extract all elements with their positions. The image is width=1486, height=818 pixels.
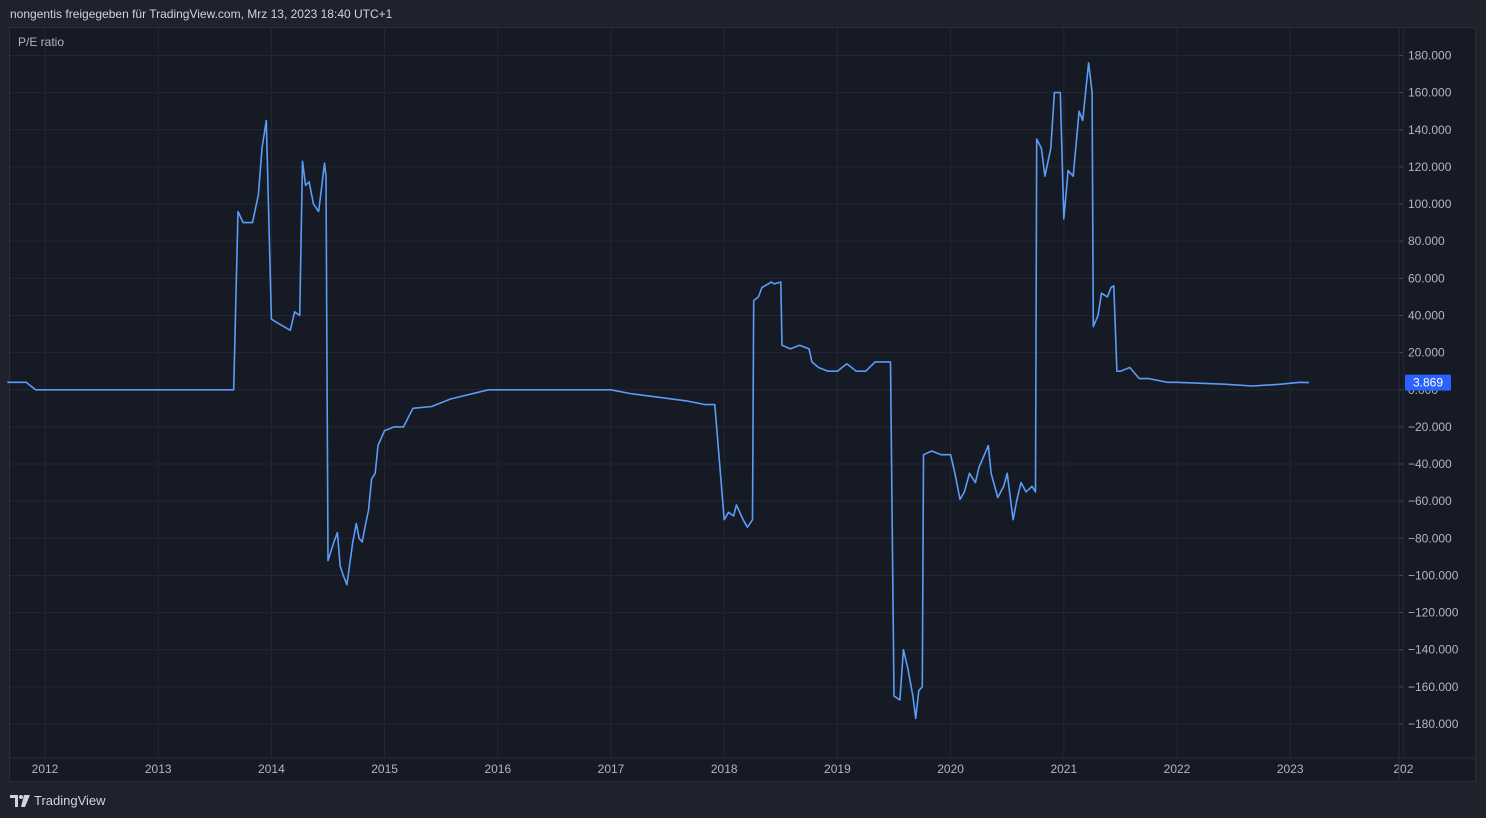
y-tick-label: 40.000 — [1408, 308, 1445, 322]
last-value-label: 3.869 — [1413, 376, 1443, 390]
chart-header: nongentis freigegeben für TradingView.co… — [10, 7, 393, 21]
y-tick-label: 20.000 — [1408, 346, 1445, 360]
x-tick-label: 2023 — [1277, 762, 1304, 776]
y-tick-label: −140.000 — [1408, 643, 1459, 657]
x-tick-label: 2012 — [32, 762, 59, 776]
y-tick-label: 60.000 — [1408, 271, 1445, 285]
x-tick-label: 2019 — [824, 762, 851, 776]
y-tick-label: −40.000 — [1408, 457, 1452, 471]
indicator-title: P/E ratio — [18, 35, 65, 49]
y-tick-label: −80.000 — [1408, 531, 1452, 545]
y-tick-label: −160.000 — [1408, 680, 1459, 694]
y-tick-label: −60.000 — [1408, 494, 1452, 508]
y-tick-label: −120.000 — [1408, 606, 1459, 620]
y-tick-label: 120.000 — [1408, 160, 1452, 174]
y-tick-label: 100.000 — [1408, 197, 1452, 211]
tradingview-logo-icon — [10, 794, 30, 807]
y-tick-label: 80.000 — [1408, 234, 1445, 248]
y-tick-label: −180.000 — [1408, 717, 1459, 731]
x-tick-label: 2020 — [937, 762, 964, 776]
y-tick-label: 180.000 — [1408, 49, 1452, 63]
x-tick-label: 2015 — [371, 762, 398, 776]
pe-ratio-line — [7, 62, 1310, 720]
x-tick-label: 2018 — [711, 762, 738, 776]
tradingview-brand[interactable]: TradingView — [10, 793, 106, 808]
x-tick-label: 2021 — [1050, 762, 1077, 776]
x-tick-label: 2016 — [484, 762, 511, 776]
x-tick-label: 2017 — [598, 762, 625, 776]
x-tick-label: 2014 — [258, 762, 285, 776]
x-tick-label: 2022 — [1164, 762, 1191, 776]
y-tick-label: 160.000 — [1408, 86, 1452, 100]
x-tick-label: 2013 — [145, 762, 172, 776]
last-value-badge — [1405, 374, 1451, 391]
x-tick-label: 202 — [1393, 762, 1413, 776]
y-tick-label: −100.000 — [1408, 568, 1459, 582]
y-tick-label: −20.000 — [1408, 420, 1452, 434]
y-tick-label: 140.000 — [1408, 123, 1452, 137]
chart-frame[interactable] — [9, 27, 1476, 782]
tradingview-label: TradingView — [34, 793, 106, 808]
